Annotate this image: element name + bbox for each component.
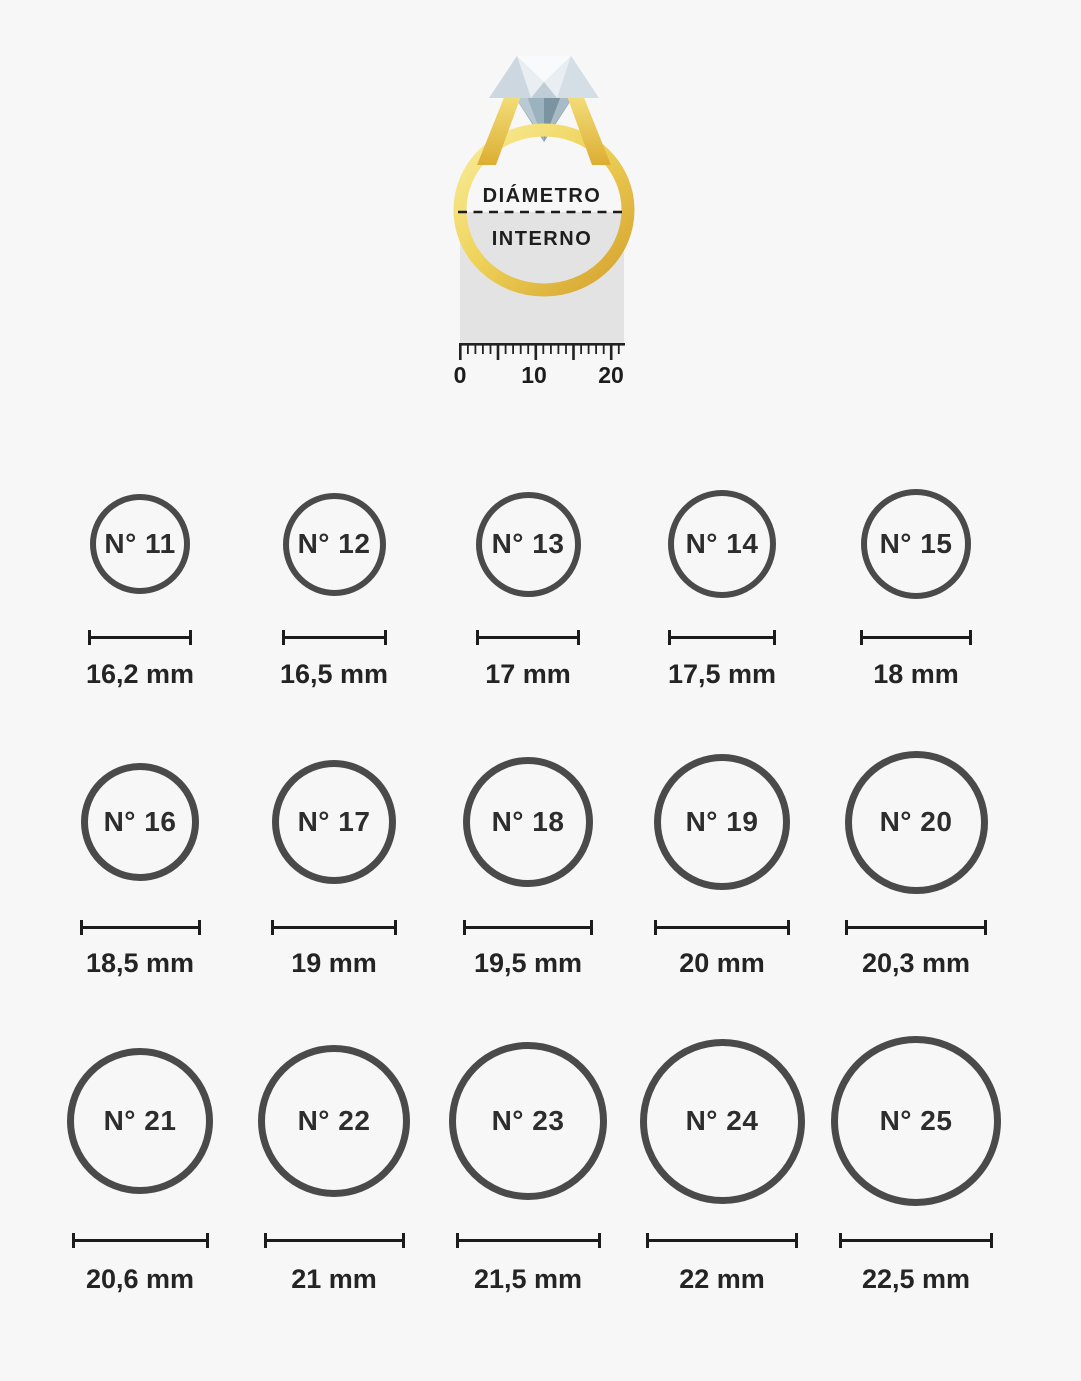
ruler-label-0: 0	[453, 362, 466, 388]
diameter-line	[88, 630, 192, 645]
diameter-line	[271, 920, 397, 935]
ring-size-row-2: N° 16 18,5 mm N° 17 19 mm N° 18 19,5 mm …	[43, 750, 1013, 979]
ruler-major-ticks	[458, 345, 612, 360]
ring-size-item: N° 23 21,5 mm	[431, 1035, 625, 1295]
ring-circle: N° 13	[475, 491, 581, 597]
ruler: 0 10 20	[453, 343, 625, 388]
diameter-value: 22,5 mm	[861, 1264, 971, 1294]
diameter-line	[71, 1233, 209, 1248]
diameter-value: 18 mm	[873, 659, 959, 689]
ring-circle: N° 24	[639, 1038, 805, 1204]
ring-circle: N° 20	[844, 750, 988, 894]
diameter-value: 21 mm	[291, 1264, 377, 1294]
ring-circle: N° 12	[282, 492, 386, 596]
diameter-value: 17 mm	[485, 659, 571, 689]
ring-circle: N° 18	[463, 757, 593, 887]
ring-size-label: N° 12	[297, 528, 371, 559]
gold-ring-icon	[453, 123, 634, 297]
ring-circle: N° 23	[449, 1042, 607, 1200]
diameter-value: 19,5 mm	[473, 948, 583, 978]
diameter-value: 22 mm	[679, 1264, 765, 1294]
diamond-crown-icon	[488, 56, 599, 98]
ring-circle: N° 19	[654, 754, 790, 890]
ring-size-label: N° 20	[879, 806, 953, 837]
ring-size-label: N° 19	[685, 806, 759, 837]
diameter-value: 20,3 mm	[861, 948, 971, 978]
diameter-line	[263, 1233, 405, 1248]
ring-circle: N° 15	[861, 489, 971, 599]
ruler-minor-ticks	[466, 345, 620, 354]
ring-size-label: N° 23	[491, 1105, 565, 1136]
diameter-line	[860, 630, 972, 645]
ring-size-item: N° 22 21 mm	[237, 1035, 431, 1295]
ring-circle: N° 21	[67, 1048, 213, 1194]
ring-size-item: N° 11 16,2 mm	[43, 488, 237, 690]
ring-size-item: N° 17 19 mm	[237, 750, 431, 979]
diameter-line	[281, 630, 387, 645]
diameter-line	[463, 920, 593, 935]
internal-word-label: INTERNO	[491, 228, 592, 250]
diameter-value: 20 mm	[679, 948, 765, 978]
diameter-line	[646, 1233, 798, 1248]
ring-size-label: N° 15	[879, 528, 953, 559]
ring-size-item: N° 14 17,5 mm	[625, 488, 819, 690]
ring-size-item: N° 16 18,5 mm	[43, 750, 237, 979]
diameter-line	[654, 920, 790, 935]
ring-size-item: N° 13 17 mm	[431, 488, 625, 690]
diameter-line	[845, 920, 987, 935]
diameter-value: 18,5 mm	[85, 948, 195, 978]
diameter-value: 21,5 mm	[473, 1264, 583, 1294]
ring-size-row-1: N° 11 16,2 mm N° 12 16,5 mm N° 13 17 mm …	[43, 488, 1013, 690]
ring-size-item: N° 25 22,5 mm	[819, 1035, 1013, 1295]
diameter-line	[668, 630, 776, 645]
ring-illustration: DIÁMETRO INTERNO 0 10 20	[421, 30, 661, 390]
ring-size-item: N° 18 19,5 mm	[431, 750, 625, 979]
ring-size-label: N° 14	[685, 528, 759, 559]
ring-size-label: N° 17	[297, 806, 371, 837]
diameter-line	[839, 1233, 993, 1248]
ring-circle: N° 25	[831, 1036, 1001, 1206]
diameter-value: 20,6 mm	[85, 1264, 195, 1294]
diameter-word-label: DIÁMETRO	[482, 184, 601, 207]
diameter-value: 17,5 mm	[667, 659, 777, 689]
ring-circle: N° 11	[90, 494, 190, 594]
ring-circle: N° 16	[81, 763, 199, 881]
ring-size-label: N° 18	[491, 806, 565, 837]
ring-size-label: N° 24	[685, 1105, 759, 1136]
diameter-line	[79, 920, 201, 935]
ring-size-label: N° 13	[491, 528, 565, 559]
diameter-value: 16,5 mm	[279, 659, 389, 689]
ring-diagram-svg: DIÁMETRO INTERNO 0 10 20	[453, 56, 634, 388]
diameter-line	[455, 1233, 601, 1248]
diameter-value: 16,2 mm	[85, 659, 195, 689]
ring-size-item: N° 21 20,6 mm	[43, 1035, 237, 1295]
ring-size-item: N° 19 20 mm	[625, 750, 819, 979]
diameter-value: 19 mm	[291, 948, 377, 978]
ring-size-item: N° 24 22 mm	[625, 1035, 819, 1295]
ring-circle: N° 14	[668, 490, 776, 598]
ring-size-item: N° 20 20,3 mm	[819, 750, 1013, 979]
ring-size-label: N° 21	[103, 1105, 177, 1136]
diameter-line	[476, 630, 580, 645]
ruler-label-10: 10	[521, 362, 547, 388]
ring-size-row-3: N° 21 20,6 mm N° 22 21 mm N° 23 21,5 mm …	[43, 1035, 1013, 1295]
ruler-label-20: 20	[598, 362, 624, 388]
ring-size-item: N° 15 18 mm	[819, 488, 1013, 690]
ring-size-label: N° 16	[103, 806, 177, 837]
ring-circle: N° 17	[272, 760, 396, 884]
ring-circle: N° 22	[258, 1045, 410, 1197]
ring-setting-icon	[476, 85, 611, 165]
ring-size-label: N° 25	[879, 1105, 953, 1136]
ring-size-label: N° 22	[297, 1105, 371, 1136]
ring-size-label: N° 11	[104, 528, 176, 559]
ring-size-item: N° 12 16,5 mm	[237, 488, 431, 690]
